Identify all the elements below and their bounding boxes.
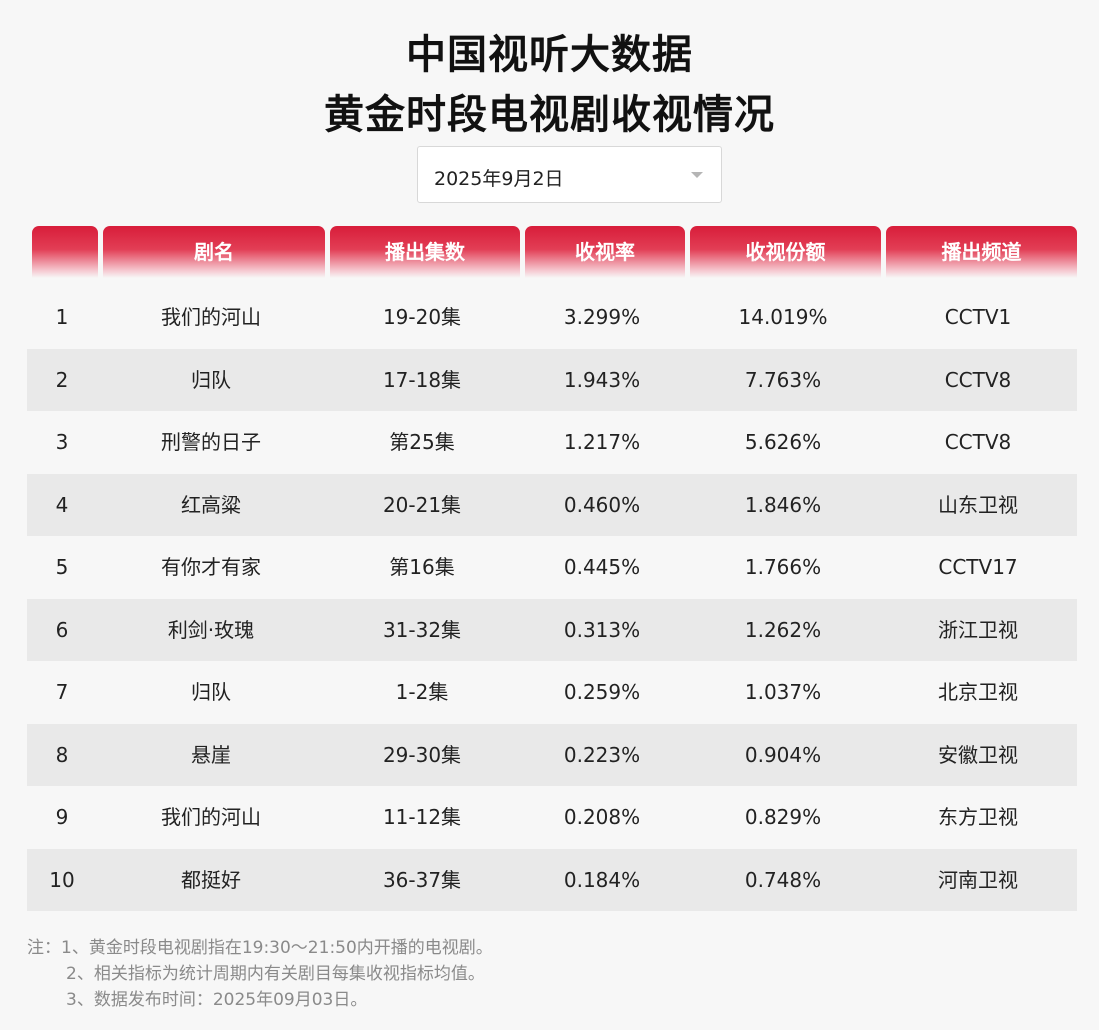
cell-rank: 3 [55, 430, 69, 454]
cell-episodes: 20-21集 [382, 492, 462, 517]
cell-name: 利剑·玫瑰 [167, 617, 255, 642]
cell-episodes: 1-2集 [395, 680, 449, 704]
cell-share: 0.829% [744, 805, 822, 829]
cell-channel: 北京卫视 [938, 680, 1018, 704]
cell-channel: 东方卫视 [938, 805, 1018, 829]
cell-episodes: 11-12集 [382, 805, 462, 829]
cell-name: 都挺好 [181, 867, 241, 892]
cell-name: 归队 [191, 680, 231, 704]
table-row: 5 有你才有家 第16集 0.445% 1.766% CCTV17 [27, 536, 1077, 598]
cell-share: 14.019% [738, 305, 828, 329]
cell-rank: 7 [55, 680, 69, 704]
cell-rating: 1.217% [563, 430, 641, 454]
cell-name: 我们的河山 [161, 305, 261, 329]
cell-episodes: 第25集 [389, 430, 455, 454]
cell-rating: 0.259% [563, 680, 641, 704]
table-row: 8 悬崖 29-30集 0.223% 0.904% 安徽卫视 [27, 723, 1077, 786]
cell-episodes: 36-37集 [382, 867, 462, 892]
cell-name: 我们的河山 [161, 805, 261, 829]
cell-episodes: 第16集 [389, 555, 455, 579]
cell-episodes: 29-30集 [382, 742, 462, 767]
table-row: 3 刑警的日子 第25集 1.217% 5.626% CCTV8 [27, 411, 1077, 473]
footnote-1: 注：1、黄金时段电视剧指在19:30～21:50内开播的电视剧。 [27, 938, 493, 958]
table-row: 7 归队 1-2集 0.259% 1.037% 北京卫视 [27, 661, 1077, 723]
cell-share: 1.766% [744, 555, 822, 579]
header-share: 收视份额 [690, 226, 881, 278]
page-title: 中国视听大数据 [406, 32, 693, 78]
cell-name: 红高粱 [181, 492, 241, 517]
header-episodes: 播出集数 [330, 226, 520, 278]
footnote-3: 3、数据发布时间：2025年09月03日。 [66, 990, 368, 1010]
date-select[interactable]: 2025年9月2日 [417, 146, 722, 203]
table-row: 6 利剑·玫瑰 31-32集 0.313% 1.262% 浙江卫视 [27, 598, 1077, 661]
cell-share: 5.626% [744, 430, 822, 454]
cell-rating: 3.299% [563, 305, 641, 329]
cell-rating: 0.445% [563, 555, 641, 579]
table-row: 10 都挺好 36-37集 0.184% 0.748% 河南卫视 [27, 848, 1077, 911]
cell-rank: 8 [55, 742, 69, 767]
cell-episodes: 19-20集 [382, 305, 462, 329]
cell-channel: 浙江卫视 [938, 617, 1018, 642]
cell-channel: CCTV8 [944, 430, 1012, 454]
cell-channel: CCTV8 [944, 367, 1012, 392]
cell-share: 0.904% [744, 742, 822, 767]
cell-channel: CCTV1 [944, 305, 1012, 329]
header-name: 剧名 [103, 226, 325, 278]
cell-share: 1.037% [744, 680, 822, 704]
cell-rating: 0.460% [563, 492, 641, 517]
cell-name: 刑警的日子 [161, 430, 261, 454]
page-subtitle: 黄金时段电视剧收视情况 [324, 92, 775, 138]
chevron-down-icon [691, 172, 703, 178]
cell-rank: 10 [49, 867, 75, 892]
header-rank [32, 226, 98, 278]
cell-name: 悬崖 [191, 742, 231, 767]
cell-rating: 0.208% [563, 805, 641, 829]
cell-rank: 1 [55, 305, 69, 329]
cell-share: 0.748% [744, 867, 822, 892]
cell-rank: 4 [55, 492, 69, 517]
cell-episodes: 17-18集 [382, 367, 462, 392]
header-rating: 收视率 [525, 226, 685, 278]
cell-rank: 5 [55, 555, 69, 579]
cell-rating: 0.313% [563, 617, 641, 642]
cell-rating: 0.223% [563, 742, 641, 767]
cell-channel: 安徽卫视 [938, 742, 1018, 767]
cell-channel: CCTV17 [938, 555, 1018, 579]
header-channel: 播出频道 [886, 226, 1077, 278]
cell-share: 1.846% [744, 492, 822, 517]
cell-share: 7.763% [744, 367, 822, 392]
footnote-2: 2、相关指标为统计周期内有关剧目每集收视指标均值。 [66, 964, 485, 984]
cell-name: 有你才有家 [161, 555, 261, 579]
table-row: 2 归队 17-18集 1.943% 7.763% CCTV8 [27, 348, 1077, 411]
cell-rank: 2 [55, 367, 69, 392]
cell-share: 1.262% [744, 617, 822, 642]
cell-channel: 河南卫视 [938, 867, 1018, 892]
cell-channel: 山东卫视 [938, 492, 1018, 517]
table-row: 9 我们的河山 11-12集 0.208% 0.829% 东方卫视 [27, 786, 1077, 848]
table-row: 1 我们的河山 19-20集 3.299% 14.019% CCTV1 [27, 286, 1077, 348]
cell-rating: 1.943% [563, 367, 641, 392]
cell-name: 归队 [191, 367, 231, 392]
cell-rank: 9 [55, 805, 69, 829]
cell-rating: 0.184% [563, 867, 641, 892]
table-row: 4 红高粱 20-21集 0.460% 1.846% 山东卫视 [27, 473, 1077, 536]
cell-rank: 6 [55, 617, 69, 642]
date-select-value: 2025年9月2日 [434, 168, 564, 190]
cell-episodes: 31-32集 [382, 617, 462, 642]
